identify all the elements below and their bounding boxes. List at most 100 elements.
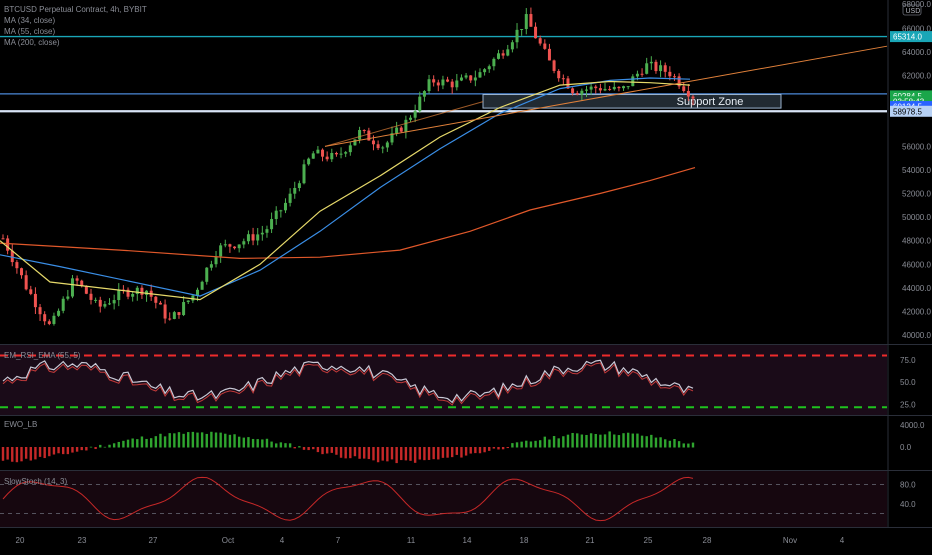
candle-body[interactable] [33,293,37,308]
candle-body[interactable] [561,78,565,80]
candle-body[interactable] [589,86,593,90]
candle-body[interactable] [182,302,186,316]
candle-body[interactable] [441,79,445,86]
candle-body[interactable] [367,130,371,141]
candle-body[interactable] [209,264,213,268]
candle-body[interactable] [543,43,547,49]
candle-body[interactable] [534,26,538,39]
candle-body[interactable] [598,88,602,91]
candle-body[interactable] [24,275,28,290]
candle-body[interactable] [191,295,195,301]
candle-body[interactable] [395,127,399,134]
candle-body[interactable] [603,88,607,91]
candle-body[interactable] [283,202,287,211]
candle-body[interactable] [427,79,431,92]
candle-body[interactable] [163,304,167,319]
candle-body[interactable] [10,250,14,263]
candle-body[interactable] [492,58,496,67]
candle-body[interactable] [29,289,33,294]
candle-body[interactable] [288,193,292,203]
candle-body[interactable] [307,158,311,165]
candle-body[interactable] [334,152,338,155]
ma55-line[interactable] [0,77,691,297]
candle-body[interactable] [362,130,366,132]
candle-body[interactable] [497,53,501,59]
candle-body[interactable] [260,232,264,235]
trendline[interactable] [324,45,888,147]
candle-body[interactable] [654,61,658,72]
candle-body[interactable] [432,79,436,83]
candle-body[interactable] [446,79,450,82]
candle-body[interactable] [200,281,204,290]
candle-body[interactable] [70,278,74,297]
candle-body[interactable] [316,149,320,154]
candle-body[interactable] [251,234,255,241]
candle-body[interactable] [418,96,422,112]
candle-body[interactable] [409,117,413,120]
rsi-line[interactable] [2,359,694,404]
candle-body[interactable] [515,29,519,43]
candle-body[interactable] [547,48,551,61]
candle-body[interactable] [566,78,570,89]
candle-body[interactable] [659,65,663,72]
candle-body[interactable] [321,149,325,157]
candle-body[interactable] [195,289,199,296]
candle-body[interactable] [390,133,394,143]
candle-body[interactable] [353,139,357,146]
candle-body[interactable] [15,262,19,269]
candle-body[interactable] [293,187,297,194]
candle-body[interactable] [154,296,158,303]
candle-body[interactable] [237,244,241,249]
candle-body[interactable] [404,119,408,132]
candle-body[interactable] [89,293,93,300]
candle-body[interactable] [557,70,561,79]
trendline-lower[interactable] [324,101,484,147]
candle-body[interactable] [524,14,528,30]
candle-body[interactable] [246,234,250,242]
candle-body[interactable] [668,71,672,77]
candle-body[interactable] [344,152,348,154]
candle-body[interactable] [6,238,10,251]
candle-body[interactable] [686,90,690,97]
candle-body[interactable] [75,278,79,281]
candle-body[interactable] [631,76,635,87]
candle-body[interactable] [473,77,477,81]
candle-body[interactable] [376,144,380,149]
candle-body[interactable] [117,289,121,301]
candle-body[interactable] [538,38,542,44]
candle-body[interactable] [57,310,61,316]
stoch-line[interactable] [2,476,694,522]
candle-body[interactable] [640,73,644,75]
candle-body[interactable] [677,76,681,87]
candle-body[interactable] [158,302,162,305]
candle-body[interactable] [487,66,491,70]
candle-body[interactable] [584,89,588,91]
candle-body[interactable] [663,65,667,72]
candle-body[interactable] [501,53,505,56]
candle-body[interactable] [265,229,269,233]
candle-body[interactable] [626,86,630,88]
candle-body[interactable] [186,300,190,303]
candle-body[interactable] [270,219,274,230]
candle-body[interactable] [172,312,176,319]
candle-body[interactable] [47,321,51,324]
candle-body[interactable] [302,164,306,184]
candle-body[interactable] [635,73,639,77]
candle-body[interactable] [84,285,88,294]
candle-body[interactable] [348,145,352,153]
candle-body[interactable] [594,86,598,89]
candle-body[interactable] [94,299,98,301]
candle-body[interactable] [385,142,389,148]
candle-body[interactable] [399,127,403,132]
candle-body[interactable] [66,296,70,299]
candle-body[interactable] [325,156,329,160]
candle-body[interactable] [297,183,301,188]
candle-body[interactable] [61,298,65,311]
candle-body[interactable] [108,303,112,305]
candle-body[interactable] [214,256,218,265]
candle-body[interactable] [205,267,209,282]
candle-body[interactable] [691,96,695,99]
candle-body[interactable] [279,210,283,212]
candle-body[interactable] [371,140,375,145]
